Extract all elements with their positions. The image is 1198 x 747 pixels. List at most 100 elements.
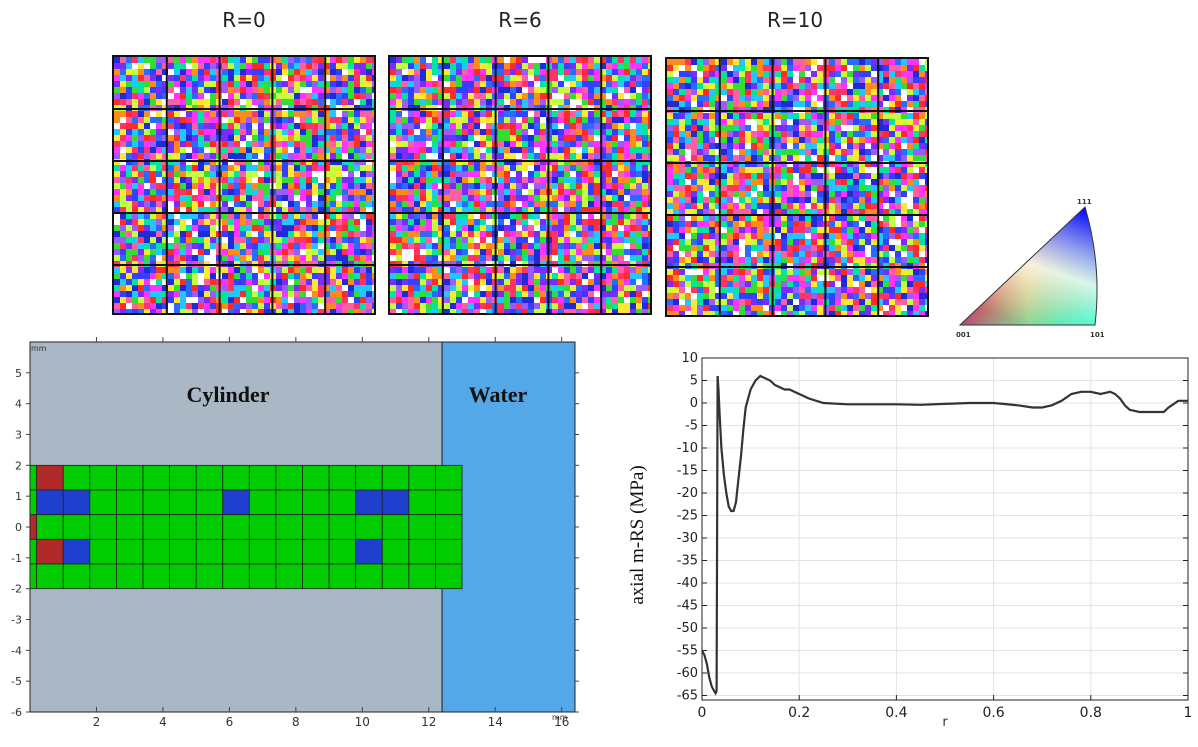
grid-cell [142, 514, 170, 540]
water-label: Water [469, 382, 528, 407]
ipf-color-key: 001 101 111 [956, 198, 1105, 339]
region-water [441, 341, 576, 713]
y-tick-label: -6 [11, 706, 22, 719]
grid-cell [36, 489, 64, 516]
grid-cell [435, 464, 463, 491]
ebsd-label-r6: R=6 [498, 8, 542, 32]
grid-cell [355, 538, 383, 565]
grid-cell [435, 538, 463, 565]
grid-cell [89, 489, 117, 516]
x-tick-label: 10 [355, 715, 370, 729]
grid-cell [142, 538, 170, 565]
grid-cell [195, 489, 224, 516]
grid-cell [248, 563, 277, 590]
grid-cell [62, 514, 91, 540]
x-tick-label: 0.2 [788, 705, 810, 721]
grid-cell [62, 464, 91, 491]
grid-cell [435, 514, 463, 540]
y-tick-label: 10 [681, 351, 698, 366]
grid-cell [116, 514, 144, 540]
grid-cell [355, 514, 383, 540]
y-tick-label: -4 [11, 644, 22, 657]
y-tick-label: -45 [677, 599, 698, 614]
y-tick-label: -5 [685, 419, 698, 434]
x-tick-label: 6 [226, 715, 234, 729]
x-tick-label: 2 [93, 715, 101, 729]
residual-stress-line-chart: 1050-5-10-15-20-25-30-35-40-45-50-55-60-… [627, 351, 1193, 730]
grid-cell [36, 464, 64, 491]
grid-cell [355, 489, 383, 516]
grid-cell [116, 538, 144, 565]
grid-cell [195, 563, 224, 590]
grid-cell [89, 538, 117, 565]
grain-texture [667, 59, 927, 315]
grid-cell [142, 489, 170, 516]
grid-cell [116, 464, 144, 491]
grain-texture [390, 57, 650, 313]
ipf-label-101: 101 [1090, 331, 1105, 339]
grid-cell [89, 563, 117, 590]
x-tick-label: 14 [488, 715, 503, 729]
y-tick-label: -3 [11, 614, 22, 627]
grid-cell [29, 514, 38, 540]
grid-cell [302, 514, 330, 540]
ebsd-map-r0 [112, 55, 376, 315]
grid-cell [89, 464, 117, 491]
y-tick-label: 0 [15, 521, 22, 534]
grid-cell [381, 489, 410, 516]
grid-cell [435, 489, 463, 516]
grid-cell [142, 563, 170, 590]
grid-cell [408, 464, 436, 491]
grid-cell [195, 514, 224, 540]
grid-cell [328, 464, 357, 491]
grid-cell [116, 489, 144, 516]
ebsd-label-r0: R=0 [222, 8, 266, 32]
grid-cell [62, 538, 91, 565]
ebsd-grid-lines [114, 57, 374, 313]
x-tick-label: 16 [554, 715, 569, 729]
grain-texture [114, 57, 374, 313]
grid-cell [275, 514, 303, 540]
y-tick-label: -25 [677, 509, 698, 524]
y-tick-label: 3 [15, 429, 22, 442]
grid-cell [248, 489, 277, 516]
y-tick-label: 4 [15, 398, 22, 411]
y-tick-label: -50 [677, 621, 698, 636]
y-tick-label: -5 [11, 675, 22, 688]
grid-cell [302, 563, 330, 590]
y-tick-label: -35 [677, 554, 698, 569]
ebsd-label-r10: R=10 [766, 8, 824, 32]
grid-cell [381, 514, 410, 540]
grid-cell [169, 563, 197, 590]
y-tick-label: -40 [677, 576, 698, 591]
grid-cell [195, 538, 224, 565]
x-axis-label: r [942, 715, 948, 730]
y-tick-label: 2 [15, 459, 22, 472]
grid-cell [169, 464, 197, 491]
grid-cell [62, 563, 91, 590]
ebsd-map-r6 [388, 55, 652, 315]
grid-cell [36, 514, 64, 540]
grid-cell [381, 538, 410, 565]
ipf-label-001: 001 [956, 331, 971, 339]
grid-cell [381, 464, 410, 491]
x-tick-label: 4 [159, 715, 167, 729]
grid-cell [195, 464, 224, 491]
x-tick-label: 1 [1184, 705, 1193, 721]
grid-cell [36, 563, 64, 590]
grid-cell [435, 563, 463, 590]
grid-cell [408, 514, 436, 540]
grid-cell [275, 538, 303, 565]
y-tick-label: -2 [11, 583, 22, 596]
grid-cell [29, 464, 38, 491]
x-tick-label: 0.8 [1080, 705, 1102, 721]
grid-cell [169, 514, 197, 540]
grid-cell [222, 464, 250, 491]
grid-cell [328, 489, 357, 516]
grid-cell [62, 489, 91, 516]
grid-cell [29, 538, 38, 565]
plot-frame-border [701, 357, 1189, 701]
grid-cell [275, 563, 303, 590]
grid-cell [89, 514, 117, 540]
